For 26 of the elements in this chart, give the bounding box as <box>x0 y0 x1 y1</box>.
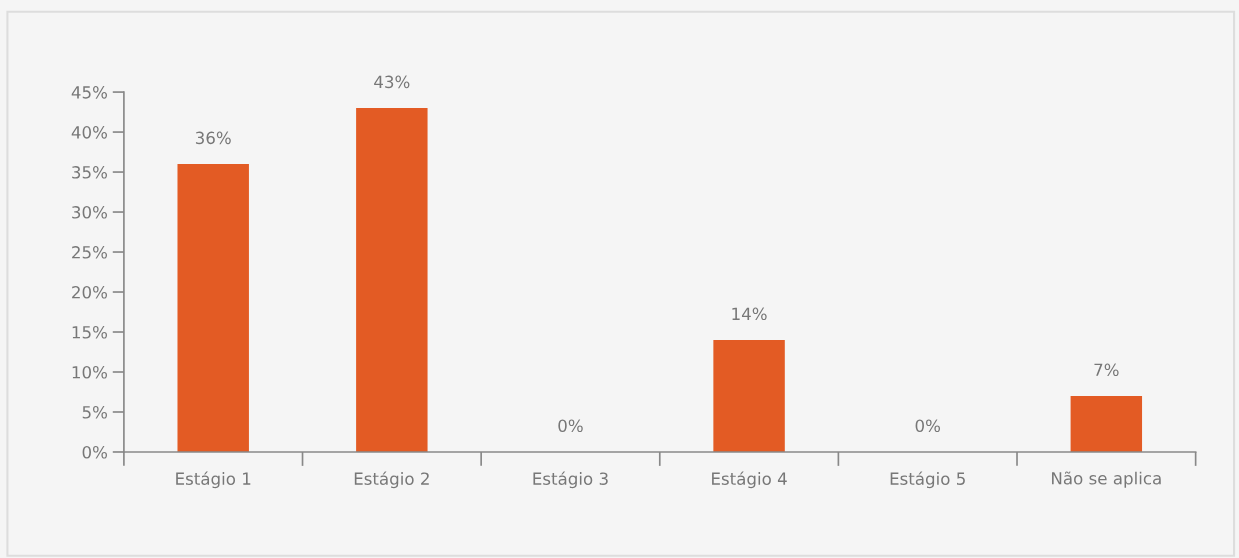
bar <box>1070 395 1143 452</box>
data-label: 7% <box>1094 363 1119 377</box>
y-tick-label: 45% <box>71 86 108 99</box>
data-label: 0% <box>558 419 583 433</box>
x-tick-label: Estágio 1 <box>176 471 251 489</box>
y-tick-label: 0% <box>82 445 108 459</box>
bar <box>713 340 785 452</box>
y-tick-label: 25% <box>72 245 108 259</box>
x-tick-label: Estágio 2 <box>354 471 429 489</box>
data-label: 0% <box>915 419 940 433</box>
x-tick-label: Estágio 3 <box>533 471 608 489</box>
y-tick-label: 10% <box>72 365 108 379</box>
y-tick-label: 20% <box>72 285 108 299</box>
data-label: 43% <box>374 75 410 89</box>
y-tick-label: 30% <box>72 206 108 219</box>
x-tick-label: Não se aplica <box>1052 471 1161 488</box>
x-tick-label: Estágio 5 <box>890 471 965 489</box>
data-label: 36% <box>195 131 231 145</box>
y-tick-label: 35% <box>72 166 108 179</box>
y-tick-label: 15% <box>72 325 108 339</box>
y-tick-label: 5% <box>82 405 108 419</box>
bar <box>177 164 249 452</box>
bar <box>356 108 428 452</box>
x-tick-label: Estágio 4 <box>712 471 787 489</box>
y-tick-label: 40% <box>71 126 108 139</box>
data-label: 14% <box>732 307 767 321</box>
